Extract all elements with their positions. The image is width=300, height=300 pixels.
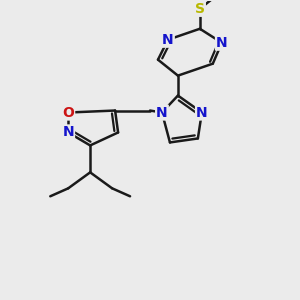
Text: N: N — [216, 36, 228, 50]
Text: N: N — [156, 106, 168, 119]
Text: N: N — [62, 125, 74, 140]
Text: O: O — [62, 106, 74, 119]
Text: N: N — [196, 106, 208, 119]
Text: N: N — [162, 33, 174, 47]
Text: S: S — [195, 2, 205, 16]
